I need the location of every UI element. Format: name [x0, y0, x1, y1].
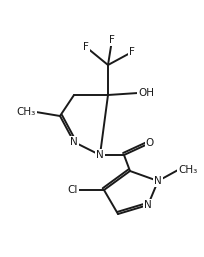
- Text: N: N: [70, 137, 78, 147]
- Text: O: O: [145, 138, 153, 148]
- Text: F: F: [83, 42, 89, 52]
- Text: N: N: [143, 200, 151, 210]
- Text: CH₃: CH₃: [17, 107, 36, 117]
- Text: F: F: [109, 35, 114, 45]
- Text: OH: OH: [137, 88, 153, 98]
- Text: Cl: Cl: [67, 185, 78, 195]
- Text: N: N: [96, 150, 103, 160]
- Text: CH₃: CH₃: [177, 165, 196, 175]
- Text: N: N: [153, 176, 161, 186]
- Text: F: F: [129, 47, 134, 57]
